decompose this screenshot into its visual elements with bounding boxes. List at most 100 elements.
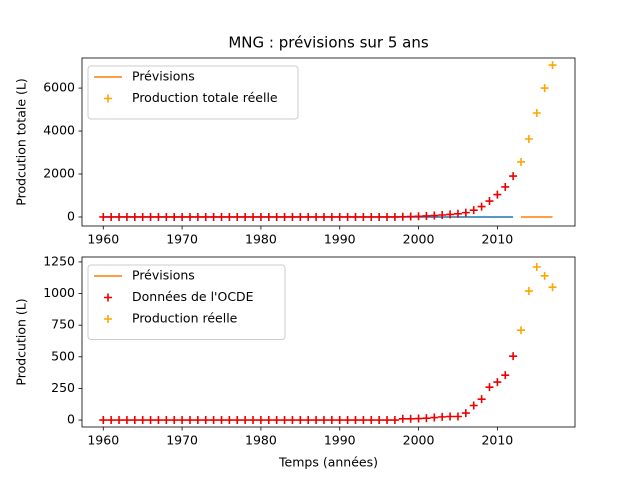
marker <box>517 157 526 166</box>
marker <box>398 212 407 221</box>
marker <box>107 212 116 221</box>
marker <box>414 212 423 221</box>
y-tick-label: 0 <box>67 412 75 427</box>
marker <box>319 416 328 425</box>
marker <box>296 416 305 425</box>
marker <box>288 212 297 221</box>
marker <box>343 212 352 221</box>
marker <box>446 210 455 219</box>
marker <box>272 416 281 425</box>
marker <box>359 212 368 221</box>
marker <box>430 211 439 220</box>
marker <box>241 416 250 425</box>
legend-label: Production totale réelle <box>132 90 278 105</box>
legend-box <box>87 65 299 120</box>
x-tick-label: 2000 <box>403 433 435 448</box>
marker <box>178 212 187 221</box>
marker <box>517 326 526 335</box>
marker <box>272 212 281 221</box>
marker <box>375 416 384 425</box>
marker <box>398 414 407 423</box>
marker <box>162 416 171 425</box>
marker <box>501 371 510 380</box>
legend-handle <box>104 293 112 302</box>
marker <box>430 413 439 422</box>
marker <box>233 212 242 221</box>
marker <box>406 212 415 221</box>
marker <box>367 212 376 221</box>
marker <box>509 352 518 361</box>
marker <box>178 416 187 425</box>
marker <box>493 378 502 387</box>
x-tick-label: 1980 <box>245 433 277 448</box>
marker <box>335 416 344 425</box>
marker <box>256 416 265 425</box>
marker <box>193 212 202 221</box>
marker <box>225 416 234 425</box>
marker <box>351 416 360 425</box>
marker <box>390 212 399 221</box>
marker <box>130 416 139 425</box>
marker <box>264 212 273 221</box>
marker <box>138 416 147 425</box>
legend-handle <box>104 94 112 103</box>
marker <box>359 416 368 425</box>
marker <box>532 108 541 117</box>
marker <box>217 416 226 425</box>
marker <box>509 172 518 181</box>
marker <box>264 416 273 425</box>
marker <box>154 416 163 425</box>
marker <box>319 212 328 221</box>
marker <box>485 197 494 206</box>
marker <box>304 416 313 425</box>
marker <box>461 409 470 418</box>
marker <box>312 416 321 425</box>
marker <box>461 208 470 217</box>
x-tick-label: 2010 <box>481 232 513 247</box>
marker <box>390 416 399 425</box>
marker <box>327 416 336 425</box>
marker <box>453 209 462 218</box>
x-tick-label: 1970 <box>166 232 198 247</box>
y-axis-label: Prodcution totale (L) <box>14 78 29 205</box>
x-tick-label: 1980 <box>245 232 277 247</box>
marker <box>99 416 108 425</box>
legend-label: Production réelle <box>132 311 238 326</box>
x-tick-label: 2010 <box>481 433 513 448</box>
marker <box>367 416 376 425</box>
marker <box>477 202 486 211</box>
marker <box>524 134 533 143</box>
marker <box>99 212 108 221</box>
marker <box>154 212 163 221</box>
marker <box>115 212 124 221</box>
marker <box>335 212 344 221</box>
marker <box>122 212 131 221</box>
marker <box>312 212 321 221</box>
marker <box>383 416 392 425</box>
x-tick-label: 1990 <box>324 433 356 448</box>
marker <box>162 212 171 221</box>
marker <box>280 416 289 425</box>
y-tick-label: 1000 <box>43 285 75 300</box>
y-tick-label: 0 <box>67 208 75 223</box>
marker <box>453 412 462 421</box>
x-tick-label: 1990 <box>324 232 356 247</box>
y-tick-label: 6000 <box>43 80 75 95</box>
marker <box>540 84 549 93</box>
legend-label: Prévisions <box>132 268 195 283</box>
y-tick-label: 2000 <box>43 166 75 181</box>
marker <box>343 416 352 425</box>
marker <box>217 212 226 221</box>
marker <box>477 395 486 404</box>
marker <box>209 212 218 221</box>
axes-frame <box>81 256 576 428</box>
marker <box>327 212 336 221</box>
marker <box>532 262 541 271</box>
marker <box>446 412 455 421</box>
marker <box>201 416 210 425</box>
x-tick-label: 1970 <box>166 433 198 448</box>
marker <box>107 416 116 425</box>
marker <box>209 416 218 425</box>
marker <box>241 212 250 221</box>
